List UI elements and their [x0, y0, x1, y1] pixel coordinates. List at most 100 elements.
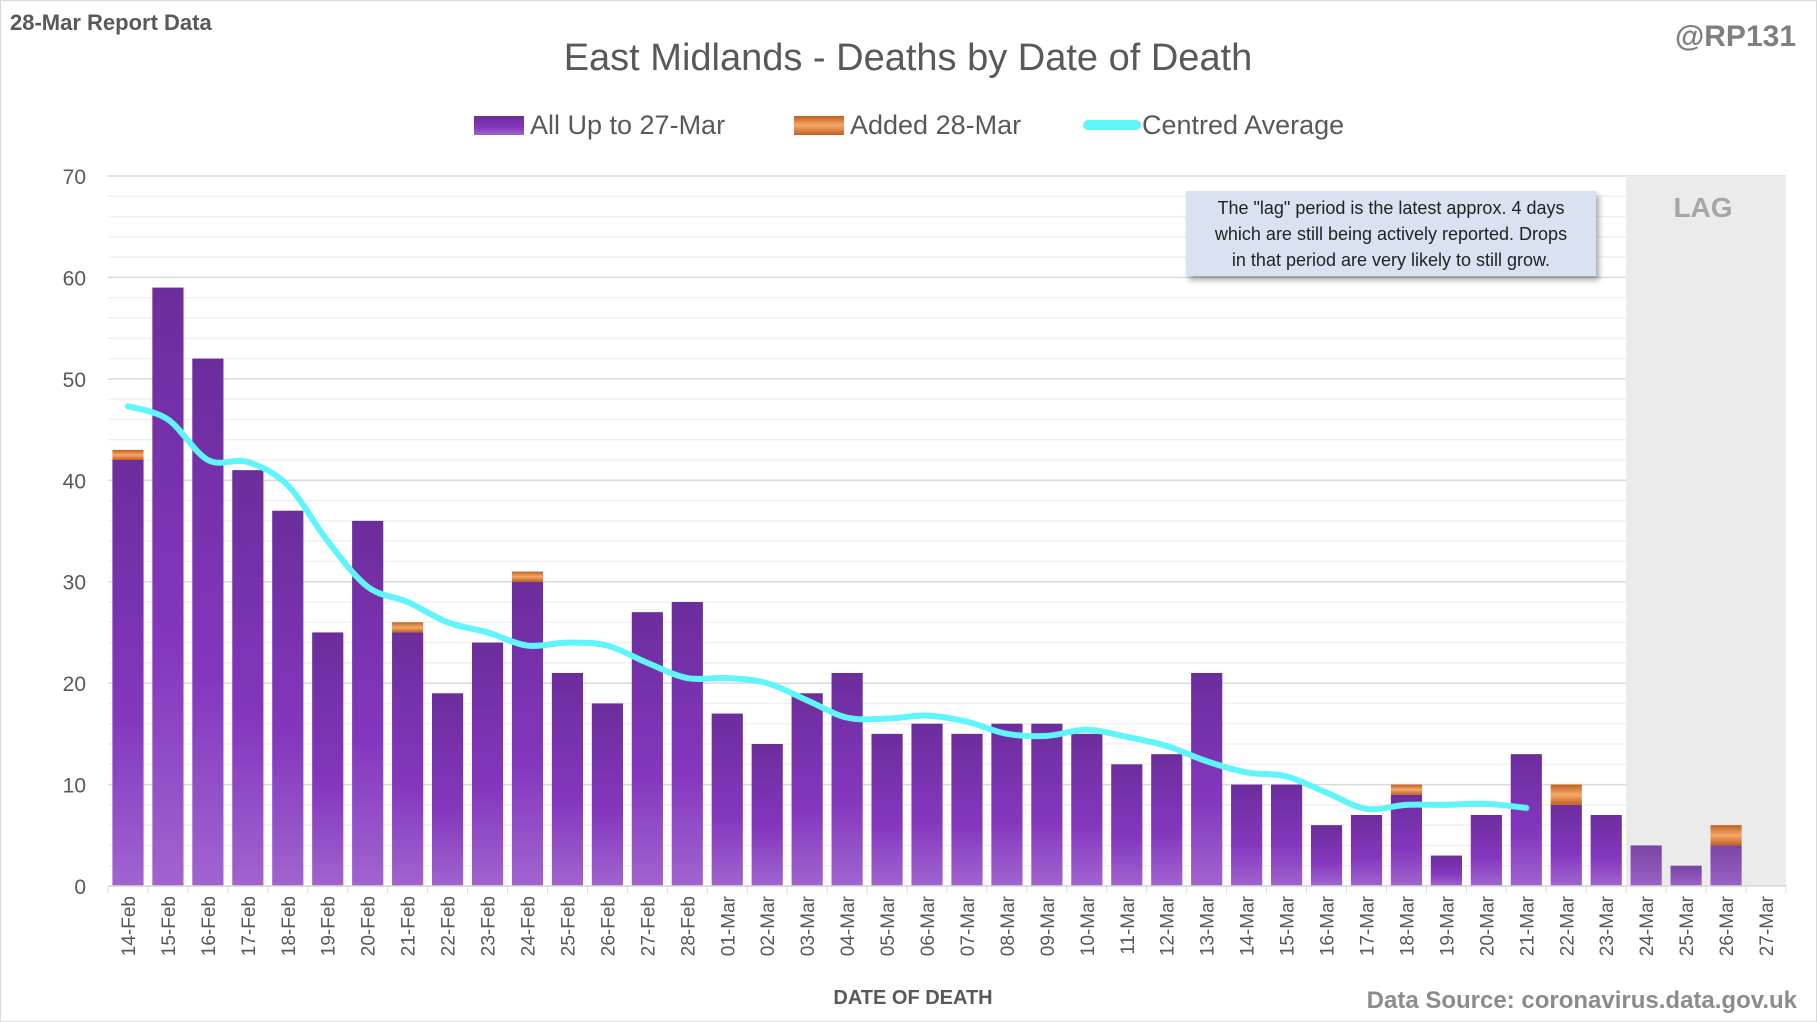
bar-all-up-to-27-mar	[152, 287, 184, 887]
bar-all-up-to-27-mar	[991, 723, 1023, 886]
bar-all-up-to-27-mar	[511, 581, 544, 886]
x-tick-label: 27-Feb	[638, 896, 659, 956]
bar-all-up-to-27-mar	[1630, 845, 1662, 886]
x-tick-label: 10-Mar	[1078, 895, 1099, 956]
bar-added-28-mar	[1390, 784, 1423, 795]
bar-all-up-to-27-mar	[831, 673, 863, 886]
x-tick-label: 19-Mar	[1437, 895, 1458, 956]
x-tick-label: 09-Mar	[1038, 895, 1059, 956]
x-tick-label: 07-Mar	[958, 895, 979, 956]
bar-all-up-to-27-mar	[1710, 845, 1742, 886]
bar-all-up-to-27-mar	[791, 693, 823, 886]
legend-label-added: Added 28-Mar	[850, 110, 1021, 140]
bar-all-up-to-27-mar	[711, 713, 743, 886]
x-tick-label: 21-Feb	[399, 896, 420, 956]
x-axis-ticks: 14-Feb 15-Feb 16-Feb 17-Feb 18-Feb 19-Feb 20-F…	[107, 885, 1787, 956]
x-tick-label: 26-Feb	[598, 896, 619, 956]
bar-all-up-to-27-mar	[871, 733, 903, 886]
lag-note-line-3: in that period are very likely to still …	[1232, 250, 1550, 270]
x-tick-label: 14-Mar	[1238, 895, 1259, 956]
bar-all-up-to-27-mar	[1550, 804, 1582, 886]
x-tick-label: 16-Feb	[199, 896, 220, 956]
x-tick-label: 13-Mar	[1198, 895, 1219, 956]
x-tick-label: 04-Mar	[838, 895, 859, 956]
legend-label-all: All Up to 27-Mar	[530, 110, 725, 140]
x-tick-label: 02-Mar	[758, 895, 779, 956]
bar-all-up-to-27-mar	[1031, 723, 1063, 886]
x-tick-label: 03-Mar	[798, 895, 819, 956]
x-tick-label: 16-Mar	[1318, 895, 1339, 956]
bar-all-up-to-27-mar	[312, 632, 344, 886]
y-tick-label: 40	[63, 470, 86, 493]
x-tick-label: 06-Mar	[918, 895, 939, 956]
legend-label-average: Centred Average	[1142, 110, 1344, 140]
x-tick-label: 05-Mar	[878, 895, 899, 956]
bar-all-up-to-27-mar	[471, 642, 504, 886]
report-label: 28-Mar Report Data	[10, 10, 212, 35]
x-tick-label: 23-Mar	[1597, 895, 1618, 956]
x-tick-label: 17-Mar	[1358, 895, 1379, 956]
data-source: Data Source: coronavirus.data.gov.uk	[1367, 987, 1798, 1014]
x-tick-label: 08-Mar	[998, 895, 1019, 956]
bar-all-up-to-27-mar	[1310, 825, 1343, 886]
y-tick-label: 0	[74, 876, 86, 899]
chart-title: East Midlands - Deaths by Date of Death	[564, 37, 1253, 79]
x-tick-label: 22-Mar	[1557, 895, 1578, 956]
bar-added-28-mar	[112, 449, 144, 460]
centred-average-line	[124, 403, 1530, 813]
x-tick-label: 12-Mar	[1158, 895, 1179, 956]
x-tick-label: 01-Mar	[718, 895, 739, 956]
bar-all-up-to-27-mar	[1191, 673, 1223, 886]
bar-all-up-to-27-mar	[1151, 754, 1183, 886]
bar-all-up-to-27-mar	[951, 733, 983, 886]
lag-note-line-2: which are still being actively reported.…	[1214, 224, 1567, 244]
x-tick-label: 11-Mar	[1118, 895, 1139, 954]
bar-all-up-to-27-mar	[1350, 815, 1383, 886]
y-tick-label: 70	[63, 166, 86, 189]
x-tick-label: 14-Feb	[119, 896, 140, 956]
x-tick-label: 15-Feb	[159, 896, 180, 956]
lag-note-line-1: The "lag" period is the latest approx. 4…	[1218, 198, 1565, 218]
bar-all-up-to-27-mar	[112, 460, 144, 886]
legend: All Up to 27-Mar Added 28-Mar Centred Av…	[474, 110, 1344, 140]
gridlines	[108, 175, 1786, 887]
bar-all-up-to-27-mar	[671, 602, 703, 886]
x-tick-label: 24-Feb	[519, 896, 540, 956]
x-tick-label: 26-Mar	[1717, 895, 1738, 956]
x-tick-label: 15-Mar	[1278, 895, 1299, 956]
x-tick-label: 21-Mar	[1517, 895, 1538, 956]
bars	[112, 287, 1742, 887]
x-tick-label: 18-Mar	[1397, 895, 1418, 956]
bar-all-up-to-27-mar	[352, 520, 384, 886]
bar-all-up-to-27-mar	[192, 358, 224, 887]
y-tick-label: 20	[63, 673, 86, 696]
bar-all-up-to-27-mar	[591, 703, 623, 886]
x-tick-label: 19-Feb	[319, 896, 340, 956]
bar-all-up-to-27-mar	[911, 723, 943, 886]
y-tick-label: 50	[63, 369, 86, 392]
lag-shade	[1626, 176, 1786, 886]
bar-all-up-to-27-mar	[1670, 865, 1702, 886]
legend-swatch-added	[794, 116, 844, 135]
x-tick-label: 20-Feb	[359, 896, 380, 956]
bar-all-up-to-27-mar	[1071, 733, 1103, 886]
bar-all-up-to-27-mar	[1470, 815, 1502, 886]
y-tick-label: 30	[63, 572, 86, 595]
x-tick-label: 18-Feb	[279, 896, 300, 956]
legend-swatch-average	[1083, 120, 1141, 130]
bar-all-up-to-27-mar	[631, 612, 663, 886]
x-tick-label: 25-Mar	[1677, 895, 1698, 956]
y-tick-label: 10	[63, 775, 86, 798]
bar-all-up-to-27-mar	[1271, 784, 1303, 886]
bar-all-up-to-27-mar	[751, 744, 783, 886]
bar-all-up-to-27-mar	[1510, 754, 1542, 886]
bar-all-up-to-27-mar	[1590, 815, 1622, 886]
bar-all-up-to-27-mar	[272, 510, 304, 886]
lag-note: The "lag" period is the latest approx. 4…	[1186, 191, 1596, 276]
bar-added-28-mar	[511, 571, 544, 582]
bar-all-up-to-27-mar	[432, 693, 464, 886]
x-tick-label: 22-Feb	[439, 896, 460, 956]
bar-all-up-to-27-mar	[392, 632, 424, 886]
bar-added-28-mar	[1710, 825, 1742, 846]
